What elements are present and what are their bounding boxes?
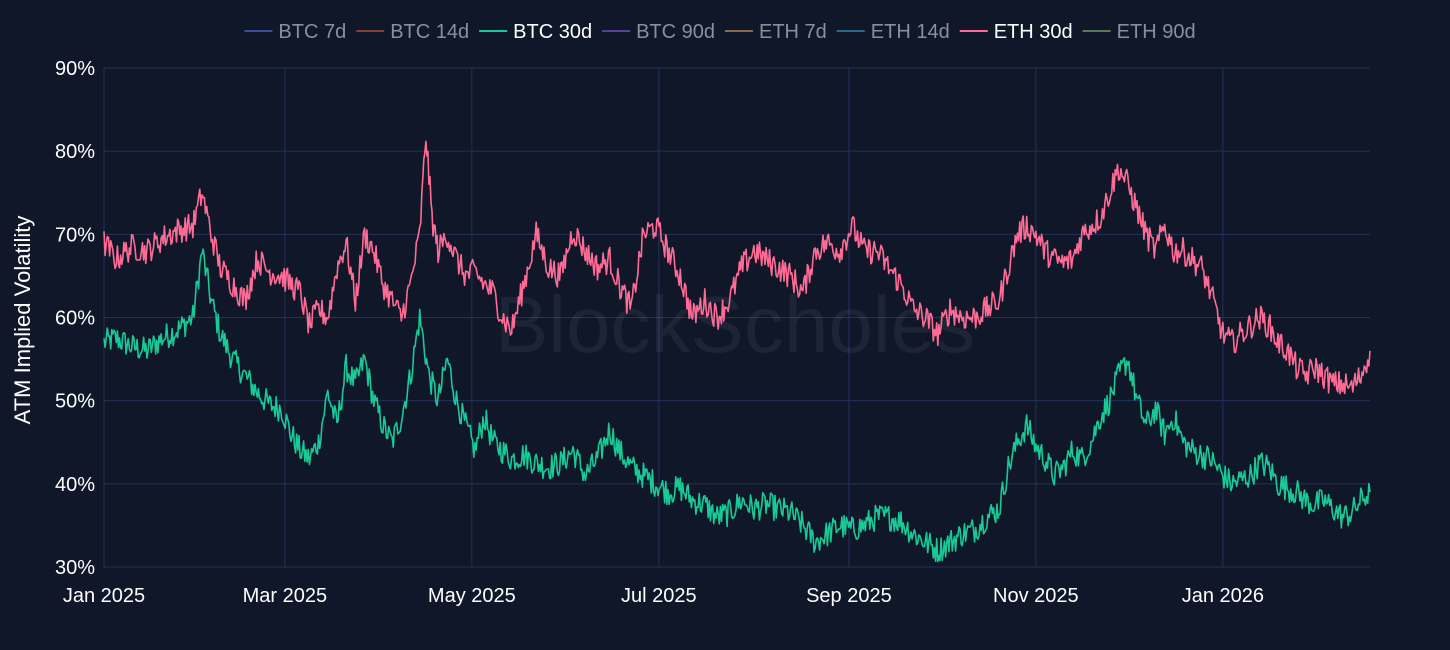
x-tick-label: Mar 2025 (243, 585, 328, 607)
legend-item-eth-30d[interactable]: ETH 30d (959, 21, 1073, 43)
legend-item-btc-90d[interactable]: BTC 90d (602, 21, 715, 43)
y-tick-label: 80% (55, 141, 95, 163)
y-tick-label: 40% (55, 474, 95, 496)
legend-item-eth-90d[interactable]: ETH 90d (1082, 21, 1196, 43)
legend: BTC 7d BTC 14d BTC 30d BTC 90d ETH 7d ETH 14d… (244, 21, 1196, 43)
x-tick-label: Jan 2026 (1182, 585, 1264, 607)
y-axis-title: ATM Implied Volatility (10, 216, 35, 425)
legend-label: BTC 14d (390, 21, 469, 43)
x-tick-label: Nov 2025 (993, 585, 1079, 607)
x-tick-label: May 2025 (428, 585, 516, 607)
legend-item-btc-7d[interactable]: BTC 7d (244, 21, 346, 43)
series-line-btc-30d (103, 248, 1371, 563)
y-tick-label: 70% (55, 224, 95, 246)
legend-label: ETH 14d (871, 21, 950, 43)
legend-label: ETH 30d (994, 21, 1073, 43)
y-tick-label: 50% (55, 391, 95, 413)
legend-item-eth-7d[interactable]: ETH 7d (725, 21, 827, 43)
watermark: BlockScholes (495, 280, 975, 369)
y-tick-label: 30% (55, 557, 95, 579)
series-line-eth-30d (103, 140, 1371, 395)
y-tick-label: 60% (55, 308, 95, 330)
legend-label: ETH 90d (1117, 21, 1196, 43)
x-tick-label: Jul 2025 (621, 585, 697, 607)
legend-item-btc-14d[interactable]: BTC 14d (356, 21, 469, 43)
x-tick-label: Jan 2025 (63, 585, 145, 607)
legend-label: BTC 7d (278, 21, 346, 43)
legend-label: BTC 90d (636, 21, 715, 43)
y-axis-ticks: 30% 40% 50% 60% 70% 80% 90% (55, 58, 95, 579)
legend-item-btc-30d[interactable]: BTC 30d (479, 21, 592, 43)
legend-label: ETH 7d (759, 21, 827, 43)
y-tick-label: 90% (55, 58, 95, 80)
series-lines (103, 140, 1371, 563)
legend-label: BTC 30d (513, 21, 592, 43)
x-axis-ticks: Jan 2025 Mar 2025 May 2025 Jul 2025 Sep 2025… (63, 585, 1264, 607)
x-tick-label: Sep 2025 (806, 585, 892, 607)
legend-item-eth-14d[interactable]: ETH 14d (836, 21, 950, 43)
